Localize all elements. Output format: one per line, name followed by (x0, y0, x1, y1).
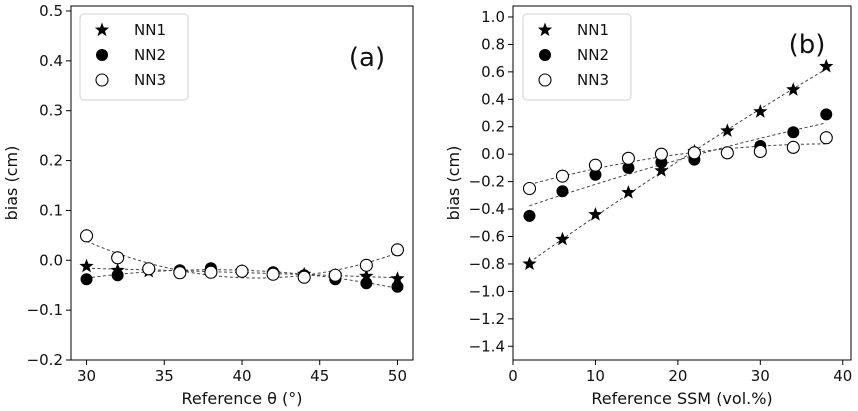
data-point-nn3 (687, 146, 701, 160)
x-tick-label: 45 (310, 367, 329, 385)
y-tick-label: 0.1 (39, 201, 63, 219)
y-tick-label: −1.2 (469, 310, 505, 328)
x-tick-label: 30 (751, 367, 770, 385)
data-point-nn3 (753, 144, 767, 158)
y-tick-label: 0.8 (481, 35, 505, 53)
legend-label-nn1: NN1 (577, 21, 609, 39)
data-point-nn2 (589, 168, 602, 181)
data-point-nn3 (79, 229, 94, 243)
x-tick-label: 35 (155, 367, 174, 385)
x-tick-label: 40 (232, 367, 251, 385)
y-tick-label: 0.0 (39, 251, 63, 269)
data-point-nn3 (555, 169, 570, 183)
data-point-nn1 (786, 82, 801, 96)
data-point-nn2 (111, 269, 124, 282)
data-point-nn3 (328, 268, 342, 282)
y-tick-label: 0.2 (39, 152, 63, 170)
chart-panel-a: 30 35 40 45 50 −0.2 −0.1 0.0 0.1 0.2 0.3 0.4 0.5 Refe… (2, 2, 414, 408)
data-point-nn3 (522, 181, 537, 196)
data-point-nn3 (390, 243, 405, 257)
trend-line-nn3 (529, 143, 827, 185)
data-point-nn1 (588, 207, 603, 221)
data-point-nn3 (142, 262, 156, 276)
data-point-nn1 (79, 258, 94, 273)
data-point-nn1 (753, 104, 768, 118)
y-tick-label: −0.1 (27, 301, 63, 319)
y-tick-label: 1.0 (481, 8, 505, 26)
y-tick-label: −0.8 (469, 255, 505, 273)
data-point-nn3 (786, 140, 800, 154)
y-tick-label: 0.4 (39, 52, 63, 70)
data-point-nn2 (820, 108, 833, 121)
y-tick-label: 0.5 (39, 2, 63, 20)
y-tick-label: −1.4 (469, 337, 505, 355)
y-axis-label: bias (cm) (444, 146, 463, 221)
data-point-nn2 (391, 280, 404, 293)
data-point-nn2 (556, 185, 569, 198)
panel-label: (b) (789, 30, 826, 60)
y-tick-label: −0.6 (469, 228, 505, 246)
chart-panel-b: 0 10 20 30 40 −1.4 −1.2 −1.0 −0.8 −0.6 −0.4 −0.2 0.0… (444, 5, 852, 408)
data-point-nn2 (360, 277, 373, 290)
y-tick-label: 0.0 (481, 145, 505, 163)
data-point-nn3 (819, 131, 833, 145)
data-point-nn3 (235, 264, 249, 278)
legend-marker-nn1 (537, 22, 553, 37)
y-tick-label: −0.2 (469, 173, 505, 191)
x-tick-label: 40 (833, 367, 852, 385)
data-point-nn1 (359, 268, 374, 283)
data-point-nn1 (555, 231, 570, 246)
x-tick-label: 10 (586, 367, 605, 385)
data-point-nn2 (787, 126, 800, 139)
legend-label-nn1: NN1 (134, 21, 166, 39)
x-tick-label: 0 (508, 367, 518, 385)
data-point-nn3 (204, 265, 218, 279)
data-point-nn3 (266, 267, 280, 281)
y-tick-label: −0.4 (469, 200, 505, 218)
data-point-nn3 (111, 251, 125, 265)
legend-label-nn2: NN2 (577, 46, 609, 64)
panel-label: (a) (349, 43, 385, 73)
legend-marker-nn2 (539, 49, 551, 61)
x-axis-label: Reference SSM (vol.%) (591, 389, 772, 408)
y-axis-label: bias (cm) (2, 146, 21, 221)
y-tick-label: 0.6 (481, 63, 505, 81)
trend-line-nn2 (529, 122, 827, 207)
data-point-nn3 (720, 146, 734, 160)
data-point-nn3 (588, 158, 602, 172)
plot-frame (512, 5, 852, 361)
legend-marker-nn1 (94, 22, 110, 37)
data-point-nn1 (720, 123, 735, 137)
data-point-nn3 (654, 147, 668, 161)
legend-label-nn2: NN2 (134, 46, 166, 64)
legend-marker-nn2 (96, 49, 108, 61)
legend-label-nn3: NN3 (134, 71, 166, 89)
x-tick-label: 30 (77, 367, 96, 385)
data-point-nn1 (654, 163, 669, 177)
legend-label-nn3: NN3 (577, 71, 609, 89)
data-point-nn3 (297, 270, 311, 284)
data-point-nn2 (80, 273, 93, 286)
y-tick-label: 0.4 (481, 90, 505, 108)
legend-marker-nn3 (95, 73, 109, 87)
data-point-nn2 (523, 209, 536, 222)
data-point-nn1 (819, 58, 834, 73)
data-point-nn2 (622, 161, 635, 174)
y-tick-label: −1.0 (469, 282, 505, 300)
data-point-nn3 (173, 266, 187, 280)
y-tick-label: 0.2 (481, 118, 505, 136)
data-point-nn1 (390, 271, 405, 285)
x-tick-label: 50 (388, 367, 407, 385)
x-axis-label: Reference θ (°) (181, 389, 302, 408)
data-point-nn1 (621, 185, 636, 199)
data-point-nn3 (621, 151, 635, 165)
y-tick-label: −0.2 (27, 351, 63, 369)
legend-marker-nn3 (538, 73, 552, 87)
data-point-nn1 (522, 256, 537, 271)
x-tick-label: 20 (668, 367, 687, 385)
data-point-nn3 (359, 258, 373, 272)
y-tick-label: 0.3 (39, 102, 63, 120)
